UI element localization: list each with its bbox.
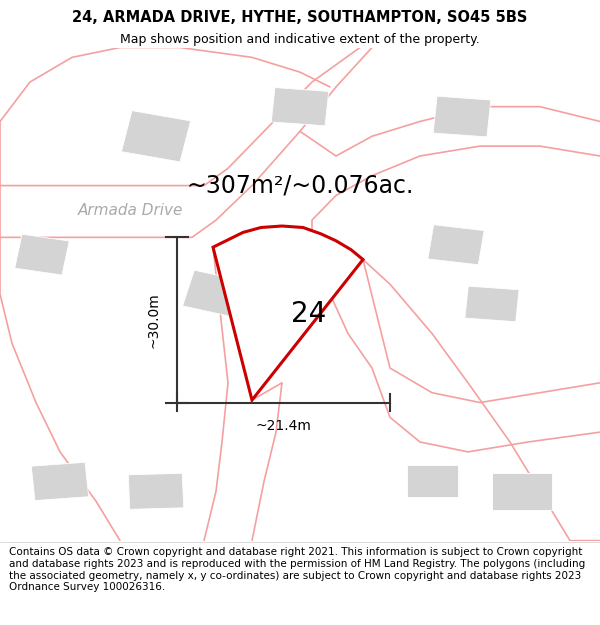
Text: Armada Drive: Armada Drive	[78, 202, 184, 217]
Polygon shape	[407, 466, 458, 498]
Text: Contains OS data © Crown copyright and database right 2021. This information is : Contains OS data © Crown copyright and d…	[9, 548, 585, 592]
Polygon shape	[213, 226, 363, 400]
Polygon shape	[128, 473, 184, 509]
Text: Map shows position and indicative extent of the property.: Map shows position and indicative extent…	[120, 33, 480, 46]
Text: ~21.4m: ~21.4m	[256, 419, 311, 432]
Polygon shape	[15, 234, 69, 275]
Polygon shape	[31, 462, 89, 501]
Polygon shape	[182, 270, 250, 318]
Text: 24: 24	[292, 300, 326, 328]
Text: 24, ARMADA DRIVE, HYTHE, SOUTHAMPTON, SO45 5BS: 24, ARMADA DRIVE, HYTHE, SOUTHAMPTON, SO…	[73, 9, 527, 24]
Polygon shape	[271, 88, 329, 126]
Polygon shape	[121, 111, 191, 162]
Polygon shape	[428, 225, 484, 265]
Polygon shape	[433, 96, 491, 137]
Polygon shape	[492, 473, 552, 510]
Text: ~30.0m: ~30.0m	[147, 292, 161, 348]
Polygon shape	[465, 286, 519, 322]
Text: ~307m²/~0.076ac.: ~307m²/~0.076ac.	[187, 174, 413, 198]
